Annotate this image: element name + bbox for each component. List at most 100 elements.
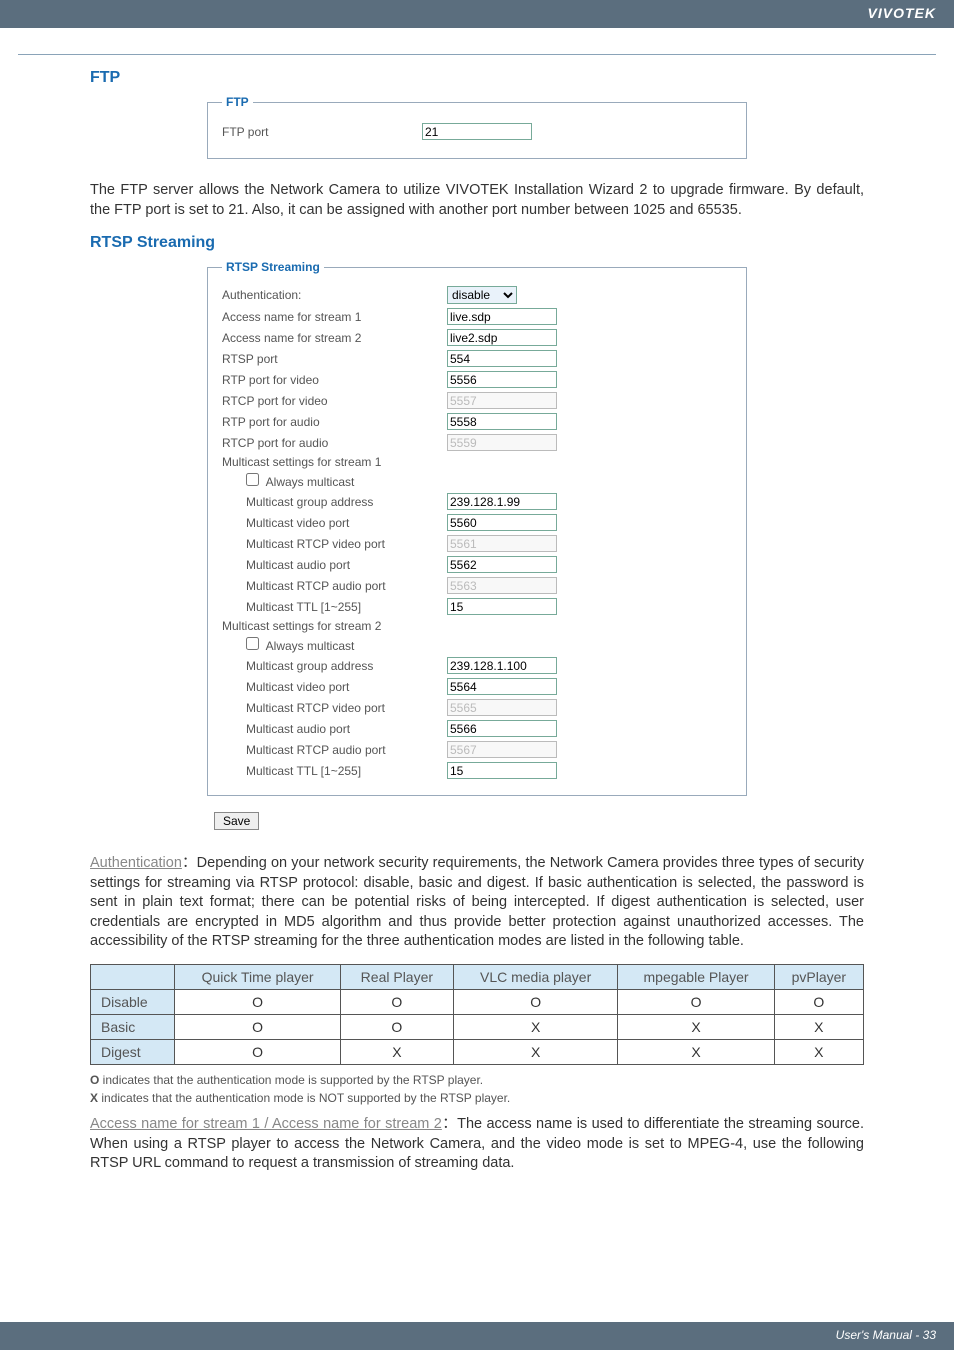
mc1-header: Multicast settings for stream 1 <box>222 455 447 469</box>
access2-label: Access name for stream 2 <box>222 331 447 345</box>
rtsp-port-input[interactable] <box>447 350 557 367</box>
mc1-audio-label: Multicast audio port <box>222 558 447 572</box>
cell: O <box>340 1014 453 1039</box>
ftp-description: The FTP server allows the Network Camera… <box>90 181 864 220</box>
cell: X <box>774 1014 863 1039</box>
auth-link-label: Authentication <box>90 855 182 871</box>
cell: X <box>618 1014 774 1039</box>
cell: O <box>618 989 774 1014</box>
cell: O <box>453 989 618 1014</box>
footnote-o-text: indicates that the authentication mode i… <box>99 1073 483 1087</box>
th-quicktime: Quick Time player <box>175 964 341 989</box>
ftp-port-input[interactable] <box>422 123 532 140</box>
row-basic: Basic <box>91 1014 175 1039</box>
cell: X <box>340 1039 453 1064</box>
access-link-label: Access name for stream 1 / Access name f… <box>90 1116 442 1132</box>
rtsp-section-title: RTSP Streaming <box>90 234 864 252</box>
mc2-audio-label: Multicast audio port <box>222 722 447 736</box>
mc2-rtcpvideo-label: Multicast RTCP video port <box>222 701 447 715</box>
mc2-ttl-input[interactable] <box>447 762 557 779</box>
mc2-group-label: Multicast group address <box>222 659 447 673</box>
footnote-x: X indicates that the authentication mode… <box>90 1091 864 1105</box>
rtsp-legend: RTSP Streaming <box>222 260 324 274</box>
mc1-ttl-label: Multicast TTL [1~255] <box>222 600 447 614</box>
auth-select[interactable]: disable <box>447 286 517 304</box>
ftp-section-title: FTP <box>90 69 864 87</box>
mc1-ttl-input[interactable] <box>447 598 557 615</box>
mc2-always-row: Always multicast <box>222 637 447 653</box>
rtp-video-input[interactable] <box>447 371 557 388</box>
mc1-always-label: Always multicast <box>266 475 355 489</box>
cell: X <box>453 1039 618 1064</box>
auth-paragraph: Authentication：Depending on your network… <box>90 854 864 952</box>
auth-para-text: ：Depending on your network security requ… <box>90 855 864 949</box>
mc1-rtcpaudio-label: Multicast RTCP audio port <box>222 579 447 593</box>
th-pvplayer: pvPlayer <box>774 964 863 989</box>
rtp-audio-label: RTP port for audio <box>222 415 447 429</box>
mc2-rtcpvideo-input <box>447 699 557 716</box>
access-paragraph: Access name for stream 1 / Access name f… <box>90 1115 864 1174</box>
compat-table: Quick Time player Real Player VLC media … <box>90 964 864 1065</box>
footer-bar: User's Manual - 33 <box>0 1322 954 1350</box>
mc2-header: Multicast settings for stream 2 <box>222 619 447 633</box>
page-content: FTP FTP FTP port The FTP server allows t… <box>0 69 954 1174</box>
mc2-audio-input[interactable] <box>447 720 557 737</box>
rtcp-video-label: RTCP port for video <box>222 394 447 408</box>
mc2-always-checkbox[interactable] <box>246 637 259 650</box>
footnote-o: O indicates that the authentication mode… <box>90 1073 864 1087</box>
rtcp-audio-label: RTCP port for audio <box>222 436 447 450</box>
mc2-rtcpaudio-input <box>447 741 557 758</box>
mc2-rtcpaudio-label: Multicast RTCP audio port <box>222 743 447 757</box>
mc2-group-input[interactable] <box>447 657 557 674</box>
mc1-group-input[interactable] <box>447 493 557 510</box>
header-rule <box>18 54 936 55</box>
th-realplayer: Real Player <box>340 964 453 989</box>
mc2-video-input[interactable] <box>447 678 557 695</box>
save-button[interactable]: Save <box>214 812 259 830</box>
rtp-video-label: RTP port for video <box>222 373 447 387</box>
access1-input[interactable] <box>447 308 557 325</box>
cell: O <box>175 1014 341 1039</box>
access2-input[interactable] <box>447 329 557 346</box>
header-bar: VIVOTEK <box>0 0 954 28</box>
table-row: Digest O X X X X <box>91 1039 864 1064</box>
ftp-port-row: FTP port <box>222 119 732 144</box>
cell: O <box>340 989 453 1014</box>
cell: O <box>175 989 341 1014</box>
mc1-rtcpaudio-input <box>447 577 557 594</box>
mc1-always-row: Always multicast <box>222 473 447 489</box>
mc1-group-label: Multicast group address <box>222 495 447 509</box>
access1-label: Access name for stream 1 <box>222 310 447 324</box>
ftp-port-label: FTP port <box>222 125 422 139</box>
ftp-legend: FTP <box>222 95 253 109</box>
th-mpegable: mpegable Player <box>618 964 774 989</box>
row-digest: Digest <box>91 1039 175 1064</box>
row-disable: Disable <box>91 989 175 1014</box>
brand-text: VIVOTEK <box>868 5 936 21</box>
footer-text: User's Manual - 33 <box>836 1328 936 1342</box>
rtsp-port-label: RTSP port <box>222 352 447 366</box>
footnote-x-text: indicates that the authentication mode i… <box>98 1091 510 1105</box>
rtcp-audio-input <box>447 434 557 451</box>
mc1-rtcpvideo-input <box>447 535 557 552</box>
mc2-video-label: Multicast video port <box>222 680 447 694</box>
cell: X <box>618 1039 774 1064</box>
mc2-ttl-label: Multicast TTL [1~255] <box>222 764 447 778</box>
mc1-rtcpvideo-label: Multicast RTCP video port <box>222 537 447 551</box>
mc2-always-label: Always multicast <box>266 639 355 653</box>
mc1-always-checkbox[interactable] <box>246 473 259 486</box>
ftp-fieldset: FTP FTP port <box>207 95 747 159</box>
mc1-video-input[interactable] <box>447 514 557 531</box>
rtcp-video-input <box>447 392 557 409</box>
rtp-audio-input[interactable] <box>447 413 557 430</box>
cell: O <box>774 989 863 1014</box>
mc1-audio-input[interactable] <box>447 556 557 573</box>
th-vlc: VLC media player <box>453 964 618 989</box>
cell: O <box>175 1039 341 1064</box>
mc1-video-label: Multicast video port <box>222 516 447 530</box>
th-blank <box>91 964 175 989</box>
cell: X <box>453 1014 618 1039</box>
rtsp-fieldset: RTSP Streaming Authentication: disable A… <box>207 260 747 796</box>
table-row: Disable O O O O O <box>91 989 864 1014</box>
table-row: Basic O O X X X <box>91 1014 864 1039</box>
